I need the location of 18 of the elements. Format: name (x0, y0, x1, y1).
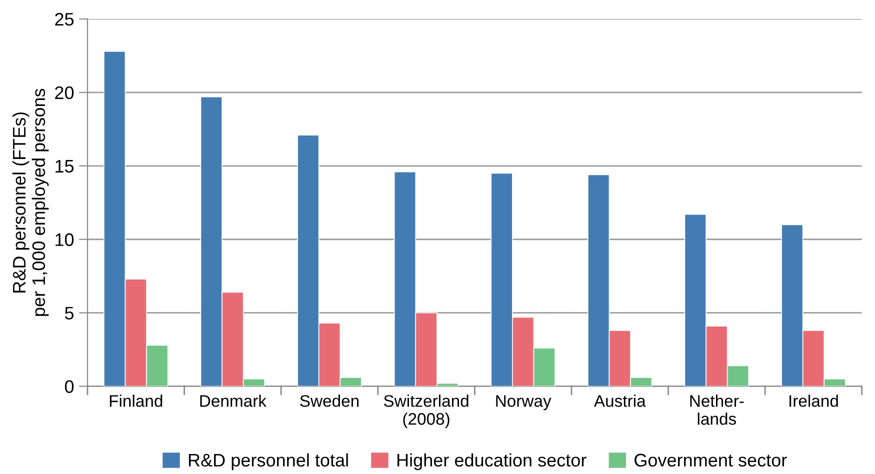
x-tick-label: Denmark (200, 394, 267, 407)
y-tick-label: 25 (55, 12, 74, 26)
x-tick-label: Sweden (300, 394, 359, 407)
y-tick-label: 20 (55, 86, 74, 100)
y-tick-label: 15 (56, 160, 74, 173)
x-tick-label: Switzerland (2008) (384, 394, 468, 428)
y-tick-label: 5 (64, 306, 74, 320)
y-tick-label: 10 (56, 233, 74, 246)
x-tick-label: Ireland (790, 394, 838, 407)
y-axis-title: R&D personnel (FTEs) per 1,000 employed persons (12, 88, 49, 316)
legend-label: Government sector (634, 454, 787, 467)
x-tick-label: Norway (496, 395, 552, 410)
x-tick-label: Finland (110, 394, 162, 407)
legend-label: Higher education sector (397, 453, 586, 470)
x-tick-label: Nether- lands (690, 394, 744, 425)
legend-label: R&D personnel total (188, 453, 348, 470)
y-tick-label: 0 (64, 380, 74, 394)
x-tick-label: Austria (594, 394, 646, 407)
